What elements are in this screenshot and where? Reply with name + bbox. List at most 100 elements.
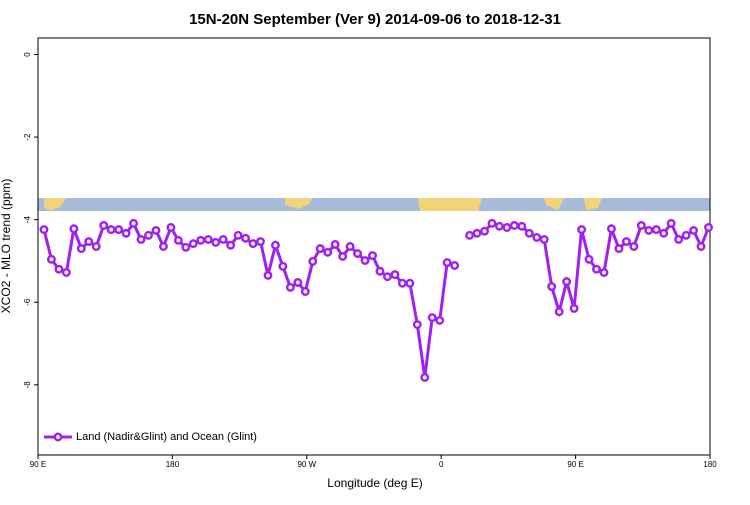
data-point bbox=[84, 237, 94, 246]
data-point bbox=[599, 268, 609, 277]
data-point bbox=[539, 235, 549, 244]
data-point bbox=[211, 237, 221, 247]
data-point bbox=[360, 256, 370, 265]
data-point bbox=[166, 223, 176, 232]
data-point bbox=[308, 256, 318, 266]
data-point bbox=[136, 235, 146, 244]
data-point bbox=[494, 221, 504, 231]
data-point bbox=[412, 320, 422, 329]
data-point bbox=[338, 251, 348, 261]
data-point bbox=[323, 247, 333, 257]
data-point bbox=[405, 278, 415, 288]
data-point bbox=[129, 218, 139, 228]
y-tick-label: -6 bbox=[23, 298, 32, 306]
data-point bbox=[659, 228, 669, 238]
data-point bbox=[263, 270, 273, 280]
data-point bbox=[203, 235, 213, 244]
x-tick-label: 180 bbox=[703, 460, 717, 469]
data-point bbox=[524, 228, 534, 238]
data-point bbox=[76, 244, 86, 254]
data-point bbox=[91, 242, 101, 251]
data-point bbox=[375, 266, 385, 276]
data-point bbox=[241, 233, 251, 243]
data-point bbox=[420, 372, 430, 382]
data-point bbox=[233, 230, 243, 240]
data-point bbox=[61, 268, 71, 277]
y-tick-label: -2 bbox=[23, 133, 32, 141]
data-point bbox=[666, 218, 676, 228]
data-point bbox=[285, 282, 295, 292]
data-point bbox=[106, 225, 116, 235]
data-point bbox=[315, 244, 325, 254]
data-point bbox=[472, 228, 482, 238]
data-point bbox=[614, 244, 624, 254]
data-point bbox=[681, 230, 691, 240]
data-point bbox=[256, 237, 265, 246]
x-axis-label: Longitude (deg E) bbox=[327, 476, 422, 490]
data-point bbox=[226, 240, 236, 250]
data-point bbox=[121, 228, 131, 238]
x-tick-label: 90 E bbox=[567, 460, 583, 469]
data-point bbox=[300, 287, 310, 296]
data-point bbox=[562, 277, 572, 287]
data-point bbox=[674, 235, 684, 244]
data-point bbox=[621, 237, 631, 246]
data-point bbox=[39, 225, 49, 235]
x-tick-label: 90 W bbox=[297, 460, 316, 469]
data-point bbox=[450, 261, 460, 270]
data-point bbox=[651, 225, 661, 235]
data-point bbox=[517, 221, 527, 231]
data-point bbox=[442, 258, 452, 268]
data-point bbox=[592, 264, 601, 274]
data-point bbox=[330, 239, 340, 249]
data-point bbox=[502, 223, 512, 232]
data-point bbox=[54, 264, 64, 274]
y-tick-label: -4 bbox=[23, 216, 32, 224]
data-point bbox=[151, 225, 161, 235]
y-tick-label: -8 bbox=[23, 381, 32, 389]
y-tick-label: 0 bbox=[23, 52, 32, 57]
data-point bbox=[644, 225, 654, 235]
data-point bbox=[577, 225, 587, 235]
legend-marker bbox=[53, 432, 63, 442]
data-point bbox=[218, 235, 228, 244]
data-point bbox=[509, 220, 519, 230]
data-point bbox=[689, 225, 699, 235]
data-point bbox=[636, 220, 646, 230]
data-point bbox=[99, 220, 109, 230]
x-tick-label: 0 bbox=[439, 460, 444, 469]
data-point bbox=[144, 230, 153, 240]
data-point bbox=[554, 307, 564, 317]
data-point bbox=[46, 254, 56, 264]
data-point bbox=[629, 242, 639, 251]
data-point bbox=[390, 270, 400, 280]
data-point bbox=[569, 303, 579, 313]
data-point bbox=[293, 277, 303, 287]
data-point bbox=[248, 239, 258, 249]
data-point bbox=[353, 249, 363, 258]
data-point bbox=[487, 218, 497, 228]
data-point bbox=[173, 235, 183, 245]
data-point bbox=[696, 242, 706, 251]
data-point bbox=[427, 313, 437, 322]
map-strip bbox=[38, 198, 710, 211]
y-axis-label: XCO2 - MLO trend (ppm) bbox=[0, 179, 13, 314]
data-point bbox=[465, 230, 475, 240]
data-point bbox=[69, 224, 79, 234]
data-point bbox=[532, 232, 542, 242]
data-point bbox=[158, 242, 168, 251]
data-point bbox=[382, 272, 392, 282]
data-point bbox=[278, 261, 288, 271]
data-point bbox=[435, 315, 445, 325]
data-point bbox=[181, 242, 191, 252]
series-line bbox=[42, 220, 710, 378]
data-point bbox=[368, 251, 377, 261]
data-point bbox=[397, 278, 407, 288]
data-point bbox=[345, 242, 355, 251]
x-tick-label: 180 bbox=[166, 460, 180, 469]
data-point bbox=[584, 254, 594, 264]
data-point bbox=[606, 224, 616, 234]
data-point bbox=[547, 282, 557, 291]
plot-frame bbox=[37, 37, 711, 456]
data-point bbox=[270, 240, 280, 250]
